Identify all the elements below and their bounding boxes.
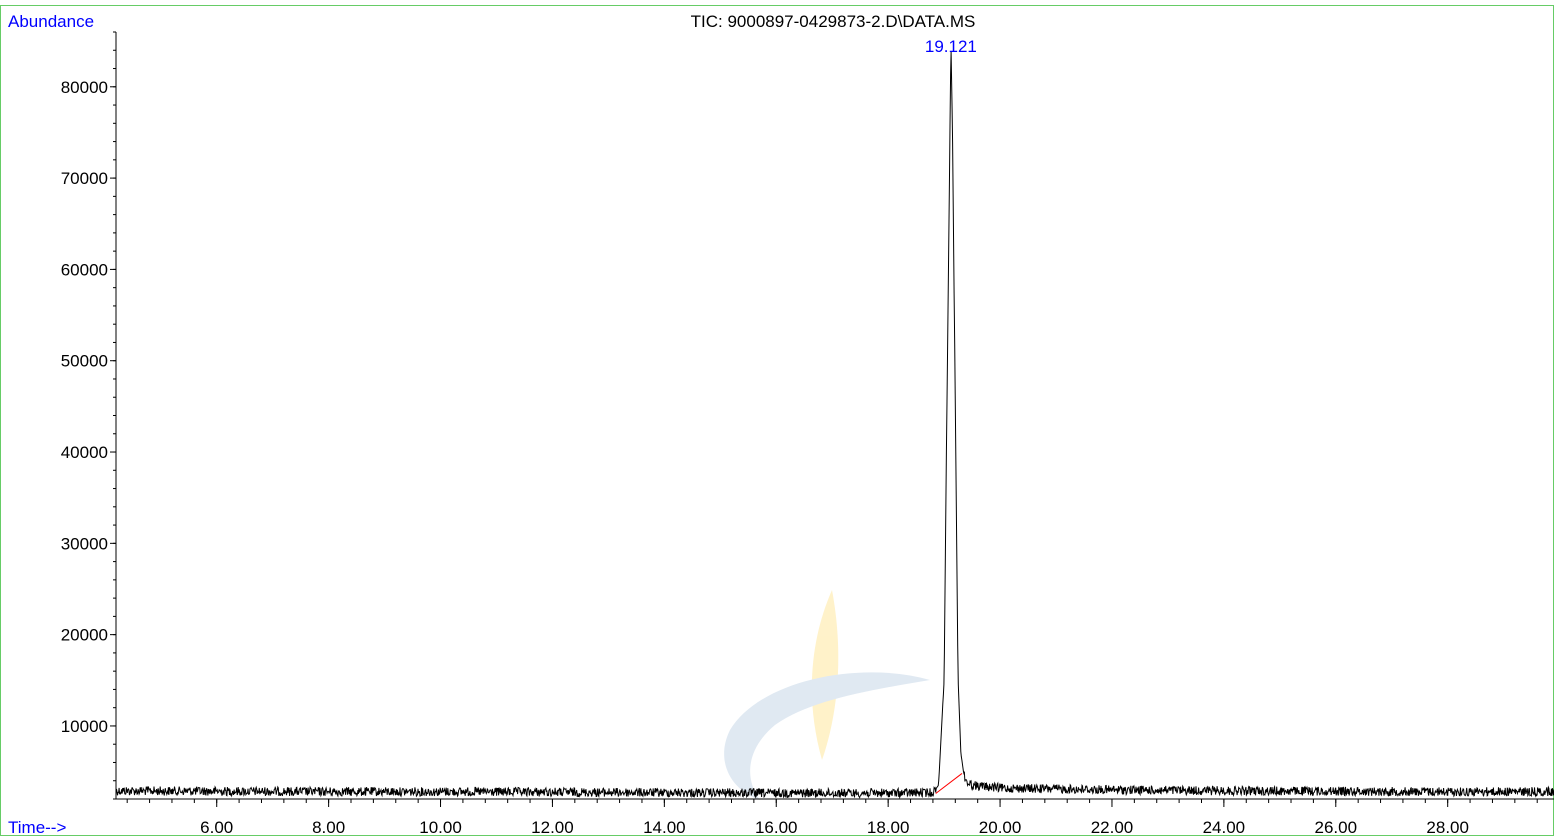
tic-trace-series — [115, 51, 1554, 800]
y-tick-label: 80000 — [61, 78, 108, 97]
x-axis-label: Time--> — [8, 818, 66, 836]
x-tick-group: 6.00 8.00 10.00 12.00 14.00 16.00 18.00 20.00 22… — [200, 799, 1469, 836]
x-tick-label: 8.00 — [312, 818, 345, 836]
peak-baseline-marker — [935, 773, 963, 794]
y-tick-group: 10000 20000 30000 40000 50000 60000 70000 80000 — [61, 78, 116, 736]
x-tick-label: 22.00 — [1091, 818, 1134, 836]
watermark-yellow-leaf — [811, 590, 839, 760]
y-tick-label: 40000 — [61, 443, 108, 462]
y-tick-label: 20000 — [61, 626, 108, 645]
x-tick-label: 14.00 — [643, 818, 686, 836]
y-tick-label: 10000 — [61, 717, 108, 736]
x-tick-label: 28.00 — [1426, 818, 1469, 836]
x-tick-label: 18.00 — [867, 818, 910, 836]
x-tick-label: 6.00 — [200, 818, 233, 836]
watermark-dot — [737, 743, 752, 757]
x-tick-label: 20.00 — [979, 818, 1022, 836]
watermark-blue-swoosh — [724, 672, 930, 800]
y-tick-label: 30000 — [61, 534, 108, 553]
x-tick-label: 26.00 — [1315, 818, 1358, 836]
x-tick-label: 10.00 — [419, 818, 462, 836]
x-tick-label: 24.00 — [1203, 818, 1246, 836]
y-tick-label: 70000 — [61, 169, 108, 188]
watermark-logo — [724, 590, 930, 800]
y-tick-label: 50000 — [61, 352, 108, 371]
x-tick-label: 12.00 — [531, 818, 574, 836]
y-axis-label: Abundance — [8, 12, 94, 31]
peak-label: 19.121 — [925, 37, 977, 56]
y-tick-label: 60000 — [61, 260, 108, 279]
x-tick-label: 16.00 — [755, 818, 798, 836]
chart-title: TIC: 9000897-0429873-2.D\DATA.MS — [691, 12, 976, 31]
